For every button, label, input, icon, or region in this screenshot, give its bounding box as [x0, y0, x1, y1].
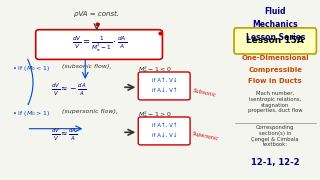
- Text: $\bullet$ If $(M_0>1)$: $\bullet$ If $(M_0>1)$: [12, 109, 50, 118]
- Text: Supersonic: Supersonic: [192, 132, 220, 142]
- Text: Subsonic: Subsonic: [192, 88, 217, 98]
- Text: (subsonic flow),: (subsonic flow),: [62, 64, 112, 69]
- Text: Mechanics: Mechanics: [252, 20, 298, 29]
- Text: 12-1, 12-2: 12-1, 12-2: [251, 158, 300, 167]
- Text: Lesson Series: Lesson Series: [245, 33, 305, 42]
- Text: $\bullet$ If $(M_0<1)$: $\bullet$ If $(M_0<1)$: [12, 64, 50, 73]
- Text: if A↓, V↑: if A↓, V↑: [152, 88, 177, 93]
- Text: if A↓, V↓: if A↓, V↓: [152, 133, 177, 138]
- Text: Corresponding
section(s) in
Çengel & Cimbala
textbook:: Corresponding section(s) in Çengel & Cim…: [252, 125, 299, 147]
- Text: One-Dimensional: One-Dimensional: [241, 55, 309, 61]
- FancyArrowPatch shape: [28, 59, 33, 104]
- Text: $\frac{dV}{V}\approx\frac{dA}{A}$: $\frac{dV}{V}\approx\frac{dA}{A}$: [51, 127, 77, 143]
- FancyBboxPatch shape: [36, 30, 163, 59]
- Text: Lesson 15A: Lesson 15A: [246, 36, 304, 45]
- FancyBboxPatch shape: [138, 117, 190, 145]
- Text: if A↑, V↓: if A↑, V↓: [152, 77, 177, 82]
- Text: $M_a^2-1<0$: $M_a^2-1<0$: [138, 64, 172, 75]
- Text: Compressible: Compressible: [248, 67, 302, 73]
- FancyBboxPatch shape: [234, 28, 316, 54]
- Text: $M_a^2-1>0$: $M_a^2-1>0$: [138, 109, 172, 120]
- Text: ρVA = const.: ρVA = const.: [74, 11, 119, 17]
- Text: $\frac{dV}{V} = \frac{1}{M_a^2-1}\cdot\frac{dA}{A}$: $\frac{dV}{V} = \frac{1}{M_a^2-1}\cdot\f…: [72, 35, 127, 54]
- Text: if A↑, V↑: if A↑, V↑: [152, 122, 177, 127]
- Text: Fluid: Fluid: [264, 7, 286, 16]
- Text: (supersonic flow),: (supersonic flow),: [62, 109, 118, 114]
- Text: Flow in Ducts: Flow in Ducts: [248, 78, 302, 84]
- FancyBboxPatch shape: [138, 72, 190, 100]
- Text: Mach number,
isentropic relations,
stagnation
properties, duct flow: Mach number, isentropic relations, stagn…: [248, 91, 302, 113]
- Text: $\frac{dV}{V}\approx-\frac{dA}{A}$: $\frac{dV}{V}\approx-\frac{dA}{A}$: [51, 82, 86, 98]
